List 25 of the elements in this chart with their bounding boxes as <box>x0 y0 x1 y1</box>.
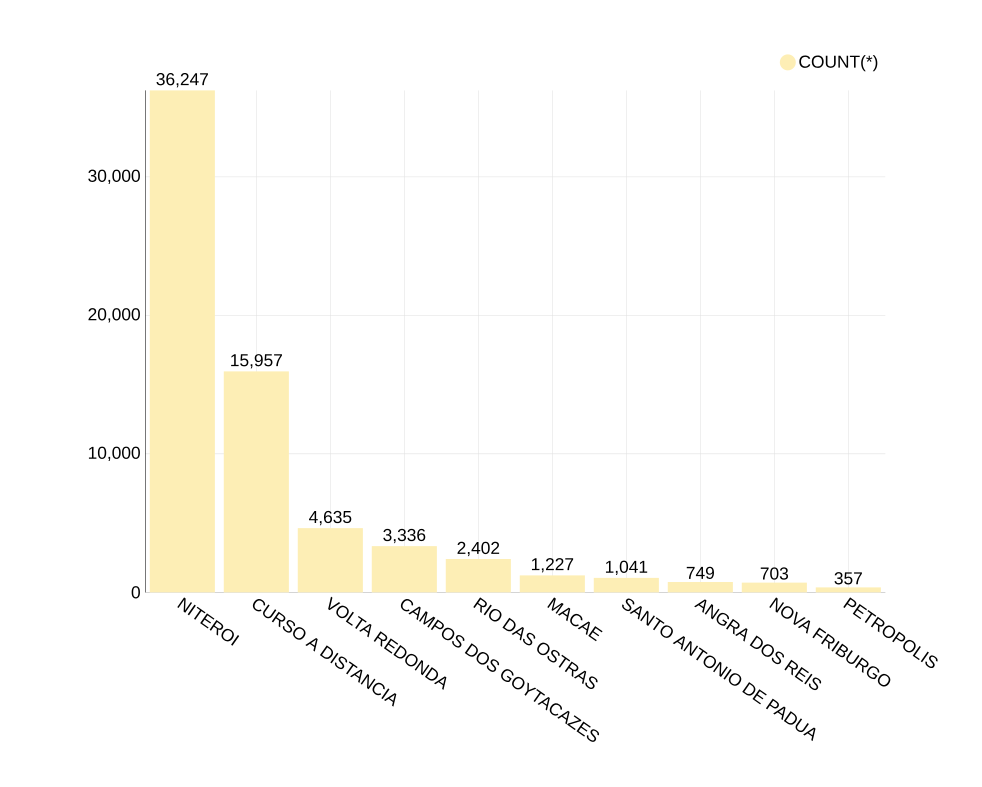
bar <box>372 546 437 592</box>
bar <box>298 528 363 592</box>
data-label: 703 <box>760 567 788 580</box>
data-label: 15,957 <box>231 354 282 368</box>
bar <box>668 582 733 592</box>
data-label: 36,247 <box>156 73 208 88</box>
data-label: 4,635 <box>309 510 352 526</box>
bar <box>742 582 807 592</box>
bar <box>594 578 659 592</box>
data-label: 1,041 <box>606 560 648 575</box>
data-label: 3,336 <box>383 528 426 544</box>
bar <box>224 371 289 592</box>
bar <box>446 559 511 592</box>
bar <box>816 587 881 592</box>
data-label: 2,402 <box>458 542 500 556</box>
data-label: 1,227 <box>532 558 574 572</box>
y-tick-label: 20,000 <box>88 308 140 322</box>
data-label: 357 <box>834 572 862 584</box>
bar <box>520 575 585 592</box>
y-tick-label: 10,000 <box>88 446 140 461</box>
bar <box>150 90 215 592</box>
y-tick-label: 30,000 <box>88 170 140 184</box>
y-tick-label: 0 <box>132 586 140 598</box>
data-label: 749 <box>686 566 714 580</box>
legend-label: COUNT(*) <box>799 55 878 72</box>
